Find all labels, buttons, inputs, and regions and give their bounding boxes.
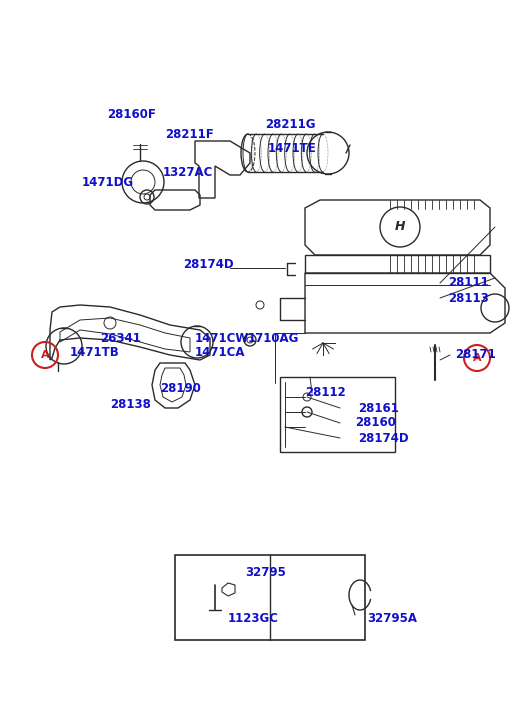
Text: 28171: 28171: [455, 348, 496, 361]
Text: H: H: [395, 220, 405, 233]
Text: 1471DG: 1471DG: [82, 177, 134, 190]
Text: 28113: 28113: [448, 292, 489, 305]
Text: 1471TE: 1471TE: [268, 142, 317, 155]
Bar: [280, 377, 395, 452]
Text: A: A: [40, 350, 49, 360]
Text: 28112: 28112: [305, 387, 346, 400]
Text: 28211F: 28211F: [165, 129, 214, 142]
Text: 26341: 26341: [100, 332, 141, 345]
Text: 28111: 28111: [448, 276, 489, 289]
Text: 32795: 32795: [245, 566, 286, 579]
Text: 28160F: 28160F: [107, 108, 156, 121]
Text: 1471CA: 1471CA: [195, 347, 245, 359]
Text: 28138: 28138: [110, 398, 151, 411]
Bar: [175, 555, 365, 640]
Text: 1471TB: 1471TB: [70, 347, 120, 359]
Text: 1710AG: 1710AG: [248, 332, 300, 345]
Text: 1471CW: 1471CW: [195, 332, 250, 345]
Text: 32795A: 32795A: [367, 611, 417, 624]
Text: 28174D: 28174D: [183, 259, 234, 271]
Text: 28190: 28190: [160, 382, 201, 395]
Text: 28174D: 28174D: [358, 432, 409, 444]
Text: 28160: 28160: [355, 417, 396, 430]
Text: 1123GC: 1123GC: [228, 611, 279, 624]
Text: 28161: 28161: [358, 401, 399, 414]
Text: 1327AC: 1327AC: [163, 166, 213, 180]
Text: A: A: [473, 353, 481, 363]
Text: 28211G: 28211G: [265, 119, 315, 132]
